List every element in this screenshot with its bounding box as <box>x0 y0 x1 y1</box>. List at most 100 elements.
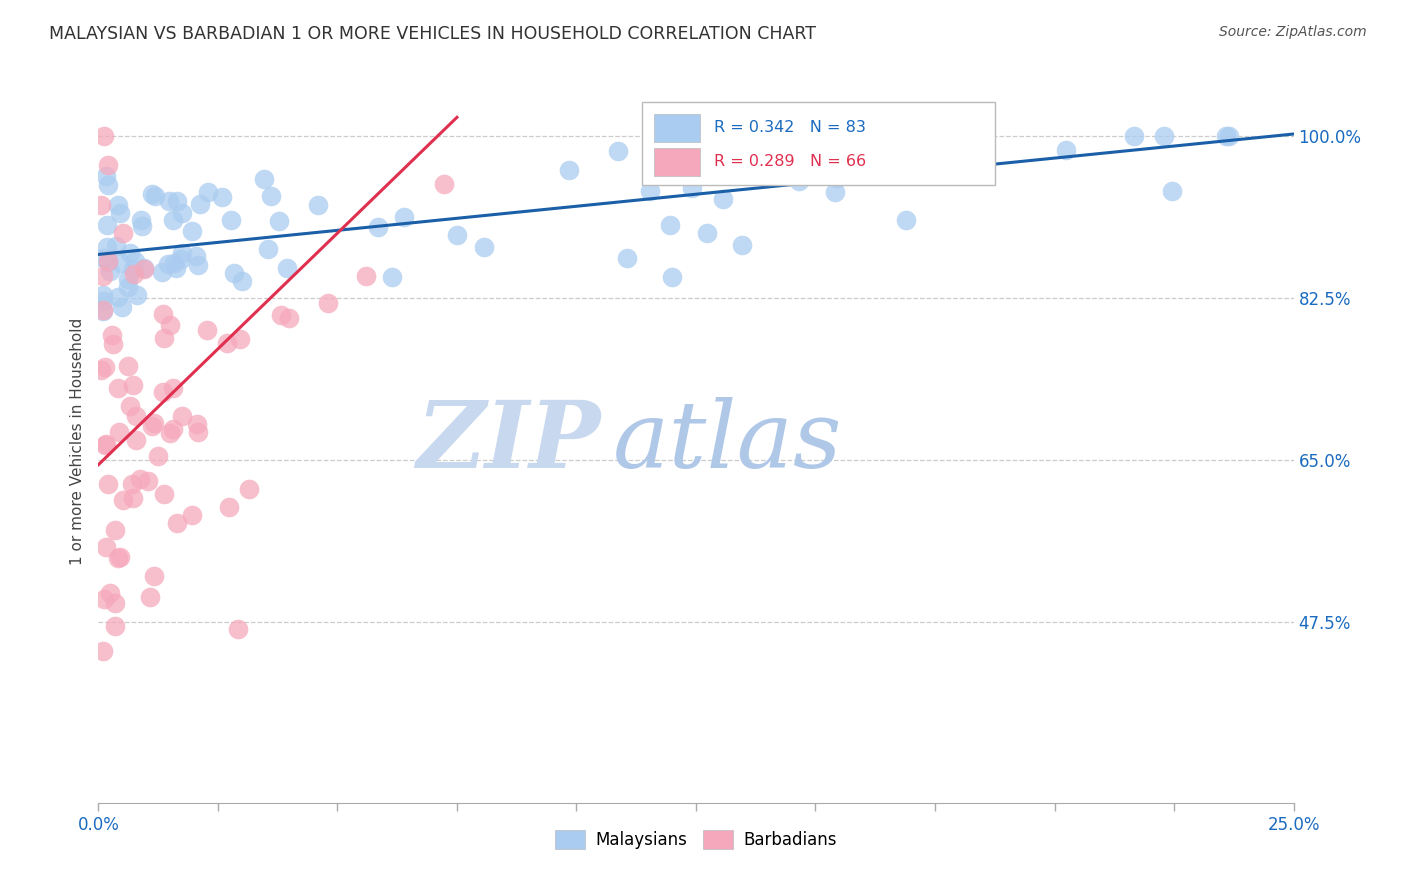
Point <box>122 377 145 392</box>
Point <box>93 591 115 606</box>
Point <box>973 144 995 158</box>
Point <box>1123 128 1146 143</box>
Point <box>134 262 156 277</box>
Point <box>157 194 180 209</box>
Point <box>118 399 141 413</box>
Point <box>91 288 114 302</box>
Point <box>197 186 219 200</box>
Point <box>93 128 115 143</box>
Point <box>229 332 252 346</box>
Text: R = 0.342   N = 83: R = 0.342 N = 83 <box>714 120 866 136</box>
Point <box>97 254 120 268</box>
Point <box>195 323 218 337</box>
Point <box>211 190 233 204</box>
Point <box>107 198 129 212</box>
Point <box>159 318 181 332</box>
Point <box>186 417 208 432</box>
Point <box>121 262 143 277</box>
Point <box>184 249 207 263</box>
FancyBboxPatch shape <box>643 102 995 185</box>
Point <box>381 269 404 284</box>
Point <box>259 188 281 202</box>
Point <box>107 381 129 395</box>
Point <box>124 253 146 268</box>
Point <box>139 590 162 604</box>
Point <box>94 438 117 452</box>
Point <box>607 145 630 159</box>
Point <box>238 482 260 496</box>
Point <box>125 409 148 423</box>
Point <box>172 206 194 220</box>
Point <box>231 274 253 288</box>
Point <box>98 264 121 278</box>
Point <box>107 290 129 304</box>
Point <box>152 307 174 321</box>
Point <box>664 162 686 177</box>
Point <box>868 128 890 143</box>
Point <box>187 258 209 272</box>
Point <box>94 359 117 374</box>
Point <box>104 239 127 253</box>
Point <box>1215 128 1237 143</box>
Point <box>111 492 134 507</box>
Point <box>215 336 238 351</box>
Point <box>163 256 186 270</box>
Point <box>97 178 120 193</box>
Point <box>107 425 129 440</box>
Point <box>165 261 187 276</box>
Point <box>152 385 174 400</box>
Point <box>814 153 837 168</box>
Point <box>91 268 114 283</box>
Point <box>162 381 184 395</box>
Point <box>711 192 734 206</box>
Point <box>91 294 114 309</box>
Point <box>156 257 179 271</box>
Point <box>104 597 127 611</box>
Point <box>125 434 148 448</box>
Point <box>824 185 846 199</box>
Point <box>166 516 188 531</box>
Text: atlas: atlas <box>613 397 842 486</box>
Point <box>146 450 169 464</box>
Point <box>162 213 184 227</box>
Point <box>107 550 129 565</box>
Point <box>134 261 156 276</box>
Point <box>170 252 193 266</box>
Point <box>108 550 131 565</box>
Point <box>98 586 121 600</box>
Point <box>152 331 174 345</box>
Point <box>253 171 276 186</box>
Point <box>162 422 184 436</box>
Point <box>316 295 339 310</box>
Point <box>1153 128 1175 143</box>
Point <box>187 425 209 439</box>
Point <box>131 219 153 233</box>
Point <box>896 212 918 227</box>
Point <box>101 337 124 351</box>
Point <box>159 425 181 440</box>
Point <box>696 226 718 240</box>
Point <box>681 181 703 195</box>
Point <box>392 211 415 225</box>
Point <box>91 304 114 318</box>
Point <box>97 253 120 268</box>
Point <box>267 214 290 228</box>
Point <box>166 194 188 208</box>
Point <box>104 523 127 537</box>
Point <box>94 169 117 184</box>
Point <box>122 268 145 282</box>
Point <box>659 219 682 233</box>
Point <box>117 359 139 373</box>
Point <box>91 644 114 658</box>
Point <box>446 228 468 243</box>
Point <box>96 240 118 254</box>
Point <box>96 218 118 232</box>
Point <box>111 227 134 241</box>
Point <box>117 280 139 294</box>
Point <box>188 197 211 211</box>
Point <box>367 220 389 235</box>
Point <box>181 508 204 522</box>
Point <box>141 187 163 202</box>
Point <box>558 162 581 177</box>
Point <box>356 269 378 284</box>
